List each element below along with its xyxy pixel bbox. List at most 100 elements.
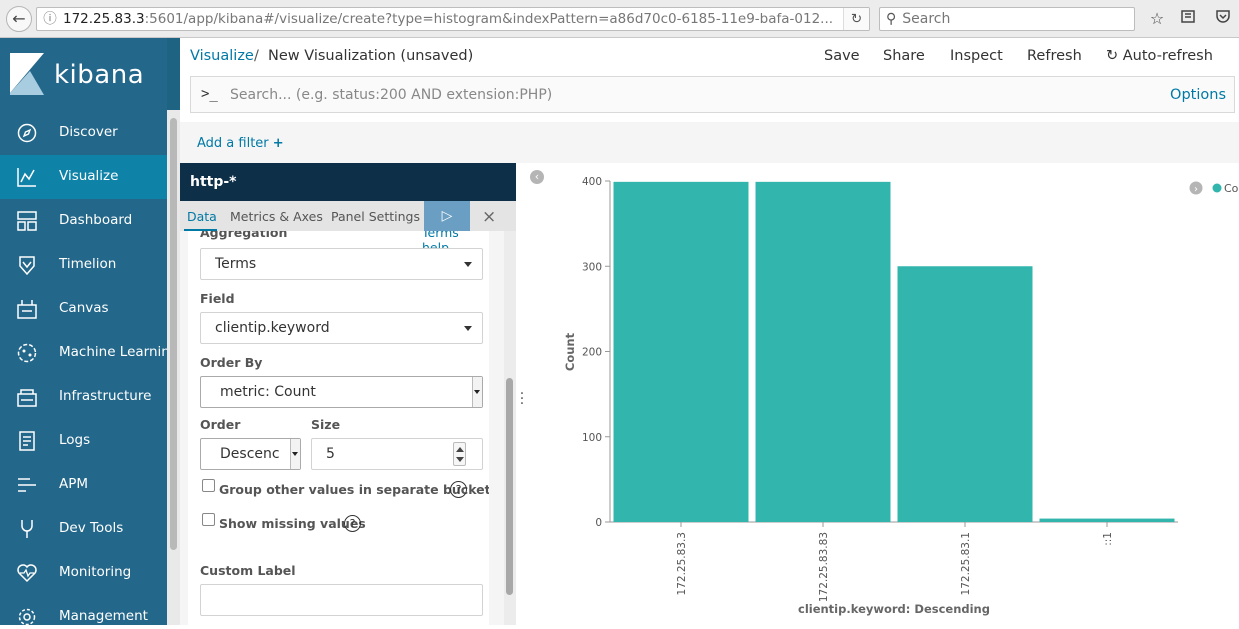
collapse-editor-icon[interactable]: ‹	[530, 170, 544, 184]
order-by-label: Order By	[200, 355, 263, 370]
y-tick-label: 400	[582, 176, 602, 188]
save-button[interactable]: Save	[824, 48, 860, 64]
gear-icon	[18, 608, 36, 625]
infrastructure-icon	[17, 389, 37, 407]
inspect-button[interactable]: Inspect	[950, 48, 1003, 64]
sidebar-item-infrastructure[interactable]: Infrastructure	[0, 375, 167, 419]
info-icon[interactable]: ⓘ	[43, 11, 57, 27]
order-value: Descenc	[220, 446, 280, 462]
query-bar[interactable]: >_ Search... (e.g. status:200 AND extens…	[190, 76, 1235, 113]
pocket-icon[interactable]	[1212, 8, 1234, 30]
sidebar-item-machine-learning[interactable]: Machine Learning	[0, 331, 178, 375]
sidebar-item-label: Management	[59, 608, 148, 624]
plus-icon: +	[272, 136, 284, 151]
share-button[interactable]: Share	[883, 48, 925, 64]
show-missing-checkbox[interactable]	[202, 513, 215, 526]
index-pattern-title: http-*	[180, 163, 516, 201]
help-icon[interactable]: ?	[344, 515, 361, 532]
aggregation-value: Terms	[215, 256, 257, 272]
x-tick-label: 172.25.83.1	[960, 532, 972, 595]
compass-icon	[17, 123, 37, 143]
chevron-down-icon	[464, 262, 472, 267]
order-select[interactable]: Descenc	[200, 438, 301, 470]
sidebar-item-timelion[interactable]: Timelion	[0, 243, 167, 287]
tab-data[interactable]: Data	[187, 209, 217, 224]
refresh-button[interactable]: Refresh	[1027, 48, 1082, 64]
options-button[interactable]: Options	[1170, 87, 1226, 103]
panel-resizer[interactable]	[516, 163, 528, 625]
field-label: Field	[200, 291, 235, 306]
discard-changes-button[interactable]: ×	[482, 207, 496, 227]
search-icon: ⚲	[886, 11, 897, 27]
show-missing-label: Show missing values	[219, 516, 366, 531]
chevron-down-icon	[464, 326, 472, 331]
field-value: clientip.keyword	[215, 320, 330, 336]
sidebar-item-dev-tools[interactable]: Dev Tools	[0, 507, 167, 551]
dropdown-arrow-icon	[472, 377, 482, 407]
apply-changes-button[interactable]: ▷	[424, 201, 470, 231]
field-select[interactable]: clientip.keyword	[200, 312, 483, 344]
timelion-icon	[19, 256, 35, 276]
dev-tools-icon	[21, 520, 33, 538]
back-arrow-icon[interactable]: ←	[6, 6, 32, 32]
browser-search-input[interactable]: ⚲ Search	[879, 7, 1135, 31]
sidebar-item-logs[interactable]: Logs	[0, 419, 167, 463]
sidebar-item-canvas[interactable]: Canvas	[0, 287, 167, 331]
prompt-icon: >_	[201, 86, 218, 102]
star-icon[interactable]: ☆	[1149, 9, 1165, 28]
legend-toggle-icon	[1189, 181, 1203, 195]
group-other-checkbox[interactable]	[202, 479, 215, 492]
reading-list-icon[interactable]	[1177, 8, 1199, 30]
logo-text: kibana	[54, 60, 145, 90]
tab-metrics-axes[interactable]: Metrics & Axes	[230, 209, 323, 224]
vis-editor-panel: http-* Data Metrics & Axes Panel Setting…	[180, 163, 516, 625]
breadcrumb-visualize[interactable]: Visualize	[190, 48, 254, 64]
add-filter-button[interactable]: Add a filter +	[197, 136, 284, 151]
bar	[755, 181, 891, 523]
sidebar-item-discover[interactable]: Discover	[0, 111, 167, 155]
visualize-icon	[17, 168, 36, 187]
size-label: Size	[311, 417, 341, 432]
editor-scrollbar-thumb[interactable]	[506, 378, 513, 595]
dropdown-arrow-icon	[290, 439, 300, 469]
order-by-select[interactable]: metric: Count	[200, 376, 483, 408]
legend-swatch	[1212, 183, 1222, 193]
resize-handle-icon[interactable]: · · ·	[519, 386, 525, 412]
custom-label-input[interactable]	[200, 584, 483, 616]
help-icon[interactable]: ?	[450, 481, 467, 498]
sidebar-item-visualize[interactable]: Visualize	[0, 155, 167, 199]
sidebar-item-dashboard[interactable]: Dashboard	[0, 199, 167, 243]
add-filter-label: Add a filter	[197, 136, 269, 151]
app-header: Visualize / New Visualization (unsaved) …	[180, 38, 1239, 76]
bar	[1039, 518, 1175, 522]
browser-search-placeholder: Search	[902, 11, 951, 27]
tab-panel-settings[interactable]: Panel Settings	[331, 209, 420, 224]
bar-chart: 0 100 200 300 400 172.25.83.3 172.25.83.83 172.…	[563, 176, 1239, 616]
size-stepper[interactable]	[453, 442, 466, 466]
size-input[interactable]: 5	[311, 438, 483, 470]
bar	[897, 266, 1033, 522]
x-tick-label: ::1	[1102, 532, 1114, 546]
y-tick-label: 300	[582, 261, 602, 273]
url-bar[interactable]: ⓘ 172.25.83.3:5601/app/kibana#/visualize/…	[36, 7, 870, 31]
kibana-sidebar: kibana Discover Visualize Dashboard Time…	[0, 38, 180, 625]
sidebar-item-label: Monitoring	[59, 564, 132, 580]
kibana-logo[interactable]: kibana	[0, 38, 167, 110]
machine-learning-icon	[17, 343, 37, 363]
stepper-up-icon[interactable]	[456, 447, 464, 452]
auto-refresh-button[interactable]: ↻ Auto-refresh	[1106, 48, 1213, 64]
auto-refresh-label: Auto-refresh	[1122, 48, 1213, 64]
aggregation-select[interactable]: Terms	[200, 248, 483, 280]
sidebar-scrollbar-thumb[interactable]	[170, 118, 177, 550]
apm-icon	[18, 478, 36, 492]
sidebar-item-monitoring[interactable]: Monitoring	[0, 551, 167, 595]
stepper-down-icon[interactable]	[456, 457, 464, 462]
reload-icon[interactable]: ↻	[843, 8, 869, 30]
sidebar-item-apm[interactable]: APM	[0, 463, 167, 507]
logs-icon	[19, 431, 35, 451]
legend-label: Co	[1224, 182, 1239, 195]
query-input[interactable]: Search... (e.g. status:200 AND extension…	[230, 87, 553, 103]
filter-bar: Add a filter +	[180, 122, 1239, 163]
sidebar-item-management[interactable]: Management	[0, 595, 167, 625]
custom-label-label: Custom Label	[200, 563, 296, 578]
